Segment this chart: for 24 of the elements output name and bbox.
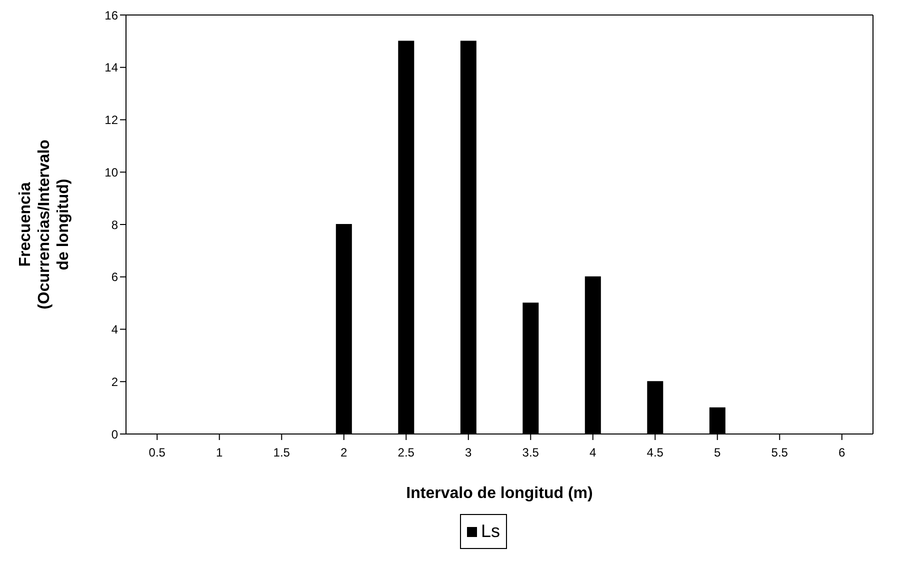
x-tick-label: 3.5: [522, 446, 540, 460]
y-tick-label: 16: [104, 8, 118, 22]
x-tick-label: 0.5: [148, 446, 166, 460]
y-tick-label: 10: [104, 165, 118, 180]
x-axis-title: Intervalo de longitud (m): [406, 485, 593, 502]
x-tick-label: 4: [590, 446, 597, 460]
x-tick-label: 1: [216, 446, 224, 460]
y-tick-label: 6: [111, 270, 118, 284]
x-tick-label: 1.5: [273, 446, 290, 460]
y-tick-label: 0: [111, 427, 118, 442]
x-tick-label: 4.5: [646, 446, 664, 460]
y-tick-label: 8: [111, 218, 118, 232]
y-tick-label: 2: [111, 374, 118, 389]
x-tick-label: 2: [340, 446, 348, 460]
y-tick-label: 14: [104, 60, 118, 75]
x-tick-label: 2.5: [398, 446, 415, 460]
x-tick-label: 5: [714, 446, 722, 460]
y-axis-title: Frecuencia (Ocurrencias/Intervalo de longitud): [17, 139, 72, 310]
x-tick-label: 6: [838, 446, 846, 460]
legend-label: Ls: [480, 521, 500, 542]
x-tick-label: 5.5: [771, 446, 788, 460]
y-tick-label: 12: [104, 113, 118, 128]
x-tick-label: 3: [465, 446, 472, 460]
y-tick-label: 4: [111, 322, 118, 337]
